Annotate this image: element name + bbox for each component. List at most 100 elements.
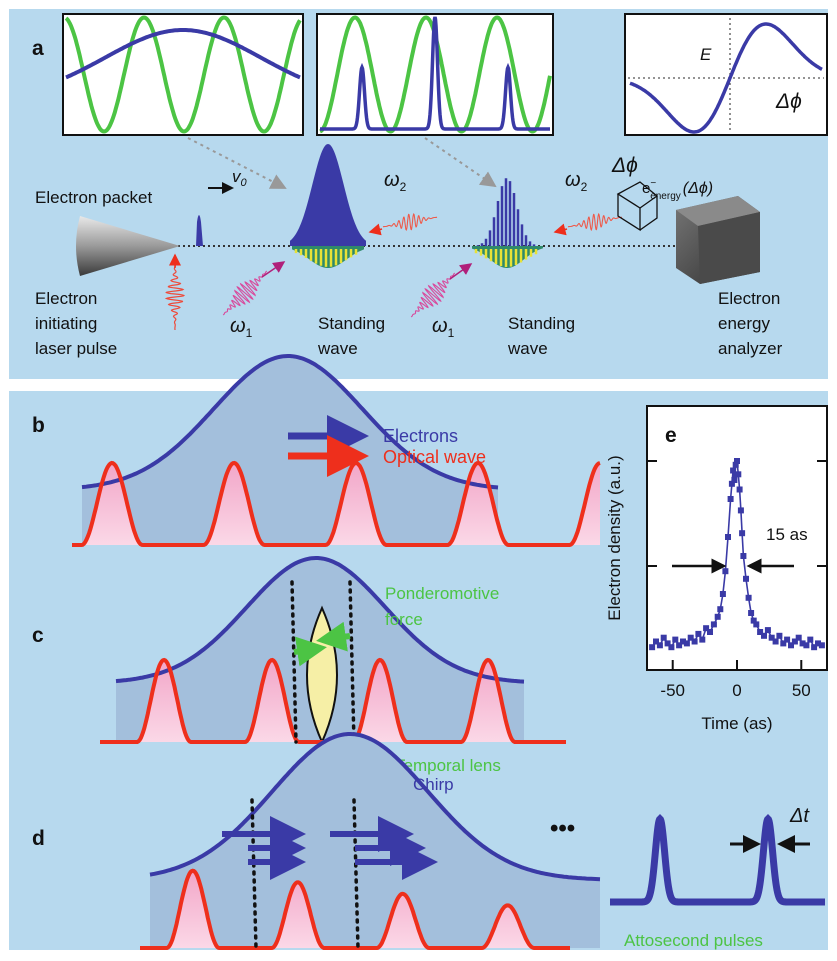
- data-point: [734, 458, 740, 464]
- data-point: [748, 610, 755, 616]
- data-point: [735, 471, 742, 478]
- ellipsis: •••: [550, 815, 575, 842]
- energy-analyzer: [676, 196, 760, 284]
- data-point: [780, 640, 787, 647]
- data-point: [750, 617, 757, 624]
- data-point: [815, 640, 821, 647]
- data-point: [707, 629, 713, 635]
- chirp-marker: [250, 798, 258, 950]
- data-point: [807, 636, 814, 643]
- panel-b-label: b: [32, 414, 45, 437]
- data-point: [811, 644, 818, 651]
- electron-envelope-curve: [81, 354, 499, 490]
- data-point: [656, 642, 663, 649]
- blue-envelope-curve: [65, 28, 301, 80]
- data-point: [803, 642, 810, 649]
- analyzer-label: Electron energy analyzer: [718, 289, 785, 358]
- data-point: [768, 634, 775, 641]
- electron-energy-formula: e− energy (Δϕ): [642, 178, 713, 202]
- x-tick-label: -50: [660, 681, 685, 700]
- standing-wave-2: [472, 178, 543, 268]
- data-point: [703, 625, 710, 632]
- data-point: [660, 634, 667, 641]
- data-point: [664, 640, 671, 647]
- data-point: [784, 636, 791, 643]
- data-point: [739, 530, 746, 537]
- blue-spike-curve: [320, 16, 550, 131]
- panel-e-label: e: [665, 424, 677, 447]
- laser-pulse-icon: [164, 258, 186, 330]
- data-point: [699, 636, 706, 643]
- connector-arrow: [424, 137, 497, 188]
- data-point: [683, 640, 690, 647]
- data-point: [728, 480, 735, 487]
- data-point: [764, 627, 771, 634]
- standing-wave-1-label: Standing wave: [317, 314, 390, 358]
- data-point: [743, 575, 749, 582]
- attosecond-pulse-train: [610, 814, 825, 906]
- data-point: [727, 496, 734, 502]
- data-point: [668, 644, 675, 651]
- omega1-label: ω1: [432, 315, 455, 340]
- panel-c-label: c: [32, 624, 44, 647]
- ponderomotive-arrow: [293, 636, 327, 667]
- phase-shift-label: Δϕ: [611, 154, 638, 177]
- energy-axis-label: E: [700, 45, 712, 64]
- electron-packet-label: Electron packet: [35, 188, 152, 207]
- data-point: [719, 591, 726, 597]
- data-point: [672, 636, 679, 643]
- source-label: Electron initiating laser pulse: [35, 289, 117, 358]
- data-point: [761, 632, 767, 639]
- omega1-pulse-icon: [222, 270, 268, 316]
- inset-energy-vs-phase: E Δϕ: [624, 13, 828, 136]
- focus-marker: [290, 580, 298, 744]
- data-point: [818, 642, 825, 649]
- data-point: [795, 634, 802, 641]
- data-point: [687, 634, 694, 641]
- data-point: [776, 632, 783, 639]
- omega1-label: ω1: [230, 315, 253, 340]
- inset-standing-wave-high: [316, 13, 554, 136]
- inset-standing-wave-low: [62, 13, 304, 136]
- data-point: [676, 642, 683, 649]
- omega2-label: ω2: [565, 169, 588, 194]
- data-point: [725, 534, 731, 540]
- standing-wave-2-label: Standing wave: [507, 314, 580, 358]
- panel-b-diagram: Electrons Optical wave: [72, 354, 601, 547]
- fwhm-annotation: 15 as: [766, 525, 808, 544]
- velocity-label: v0: [232, 167, 248, 189]
- electron-source-cone: [76, 216, 180, 276]
- omega1-arrow: [261, 261, 286, 278]
- energy-curve: [629, 22, 823, 134]
- data-point: [714, 613, 721, 620]
- omega2-label: ω2: [384, 169, 407, 194]
- chirp-arrows: [222, 816, 438, 880]
- data-point: [788, 642, 794, 649]
- x-tick-label: 50: [792, 681, 811, 700]
- phase-axis-label: Δϕ: [775, 90, 802, 113]
- panel-a-label: a: [32, 37, 44, 60]
- panel-d-label: d: [32, 827, 45, 850]
- phase-plate: [616, 181, 659, 232]
- data-point: [653, 638, 659, 645]
- data-point: [737, 507, 744, 514]
- omega2-pulse-icon: [567, 212, 623, 232]
- delta-t-label: Δt: [789, 805, 810, 827]
- electron-envelope-fill: [82, 356, 498, 545]
- x-axis-label: Time (as): [701, 714, 772, 733]
- panel-e-chart: e Electron density (a.u.) Time (as) -50 0…: [605, 405, 828, 733]
- green-wave-curve: [64, 15, 302, 134]
- panel-d-diagram: Chirp ••• Δt Attosecond pulses: [140, 732, 825, 950]
- chirp-label: Chirp: [413, 775, 454, 794]
- optical-wave-legend: Optical wave: [383, 447, 486, 467]
- data-point: [740, 553, 747, 559]
- ponderomotive-label: Ponderomotive force: [385, 584, 504, 629]
- data-point: [736, 486, 743, 493]
- attosecond-label: Attosecond pulses: [624, 931, 763, 950]
- omega1-pulse-icon: [410, 272, 456, 318]
- data-point: [710, 621, 717, 628]
- data-point: [717, 606, 724, 613]
- data-point: [757, 629, 764, 635]
